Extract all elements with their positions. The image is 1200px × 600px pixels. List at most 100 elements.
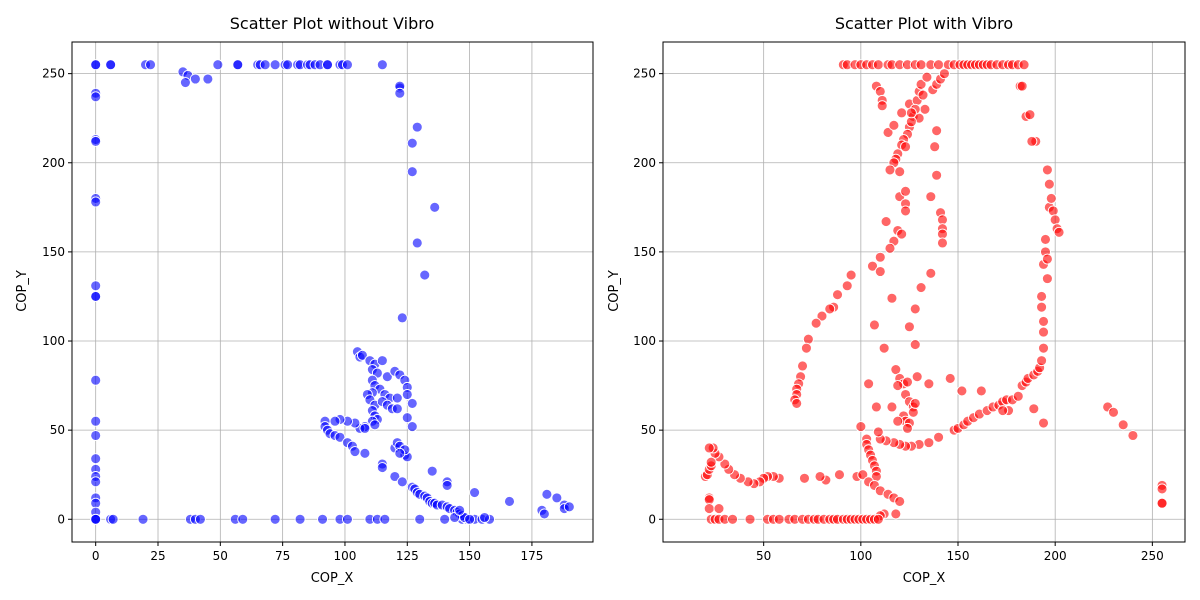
data-point [773,513,785,525]
data-point [886,401,898,413]
data-point [1041,253,1053,265]
data-point [1156,497,1168,509]
data-point [744,513,756,525]
data-point [1040,233,1051,245]
data-point [890,508,902,520]
data-point [90,415,102,427]
data-point [800,342,812,354]
data-point [414,513,426,525]
data-point [791,397,803,409]
points [699,59,1168,525]
data-point [1038,326,1049,338]
y-tick-label: 0 [648,512,656,526]
data-point [703,503,715,515]
data-point [876,100,888,112]
chart-title: Scatter Plot with Vibro [835,14,1013,33]
data-point [886,292,898,304]
data-point [872,513,884,525]
data-point [202,73,214,85]
data-point [902,422,913,434]
data-point [441,479,453,491]
data-point [921,71,933,83]
data-point [907,406,919,418]
data-point [884,164,896,176]
ticks: 50 100 150 200 250 0 50 100 150 200 250 [633,67,1164,563]
data-point [454,504,466,516]
y-tick-label: 0 [57,512,65,526]
x-tick-label: 250 [1141,549,1164,563]
data-point [799,472,810,484]
data-point [189,73,201,85]
data-point [379,513,391,525]
data-point [369,419,381,431]
data-point [872,59,884,71]
data-point [429,201,441,213]
data-point [905,107,917,119]
data-point [269,59,281,71]
data-point [90,59,102,71]
data-point [1036,301,1048,313]
data-point [719,458,731,470]
data-point [90,453,102,465]
data-point [900,205,911,217]
data-point [915,282,927,293]
data-point [923,378,935,390]
data-point [406,397,418,409]
data-point [863,378,875,390]
data-point [705,456,717,468]
data-point [857,469,869,481]
data-point [1041,273,1053,285]
grid [72,42,593,542]
y-tick-label: 250 [42,67,65,81]
data-point [841,280,853,292]
y-tick-label: 50 [641,423,656,437]
x-tick-label: 25 [150,549,165,563]
data-point [376,462,388,474]
data-point [1127,430,1139,441]
data-point [903,321,915,333]
data-point [179,77,191,89]
data-point [105,59,117,71]
data-point [90,291,102,302]
data-point [212,59,224,71]
data-point [1016,80,1028,92]
data-point [703,442,715,454]
data-point [909,397,921,409]
data-point [884,242,896,254]
data-point [538,508,550,520]
data-point [1041,164,1053,176]
data-point [294,513,306,525]
ticks: 0 25 50 75 100 125 150 175 0 50 100 150 200 250 [42,67,543,563]
data-point [802,333,814,345]
data-point [194,513,206,525]
data-point [137,513,149,525]
data-point [872,426,884,438]
data-point [1036,355,1048,367]
data-point [359,422,371,434]
data-point [997,405,1009,416]
data-point [727,513,739,525]
data-point [937,237,948,249]
data-point [349,446,361,457]
data-point [915,59,927,71]
data-point [1038,342,1049,354]
data-point [1018,59,1030,71]
data-point [868,319,880,331]
data-point [931,125,943,137]
x-axis-label: COP_X [311,571,354,586]
data-point [874,266,886,277]
data-point [1108,406,1119,418]
data-point [541,488,553,500]
plot-frame [71,41,594,543]
data-point [890,364,902,375]
data-point [929,141,941,153]
y-tick-label: 100 [42,334,65,348]
data-point [855,421,867,433]
data-point [406,137,418,149]
data-point [878,342,890,354]
data-point [419,269,431,281]
x-axis-label: COP_X [903,571,946,586]
data-point [469,487,481,498]
data-point [394,447,406,459]
x-tick-label: 100 [849,549,872,563]
